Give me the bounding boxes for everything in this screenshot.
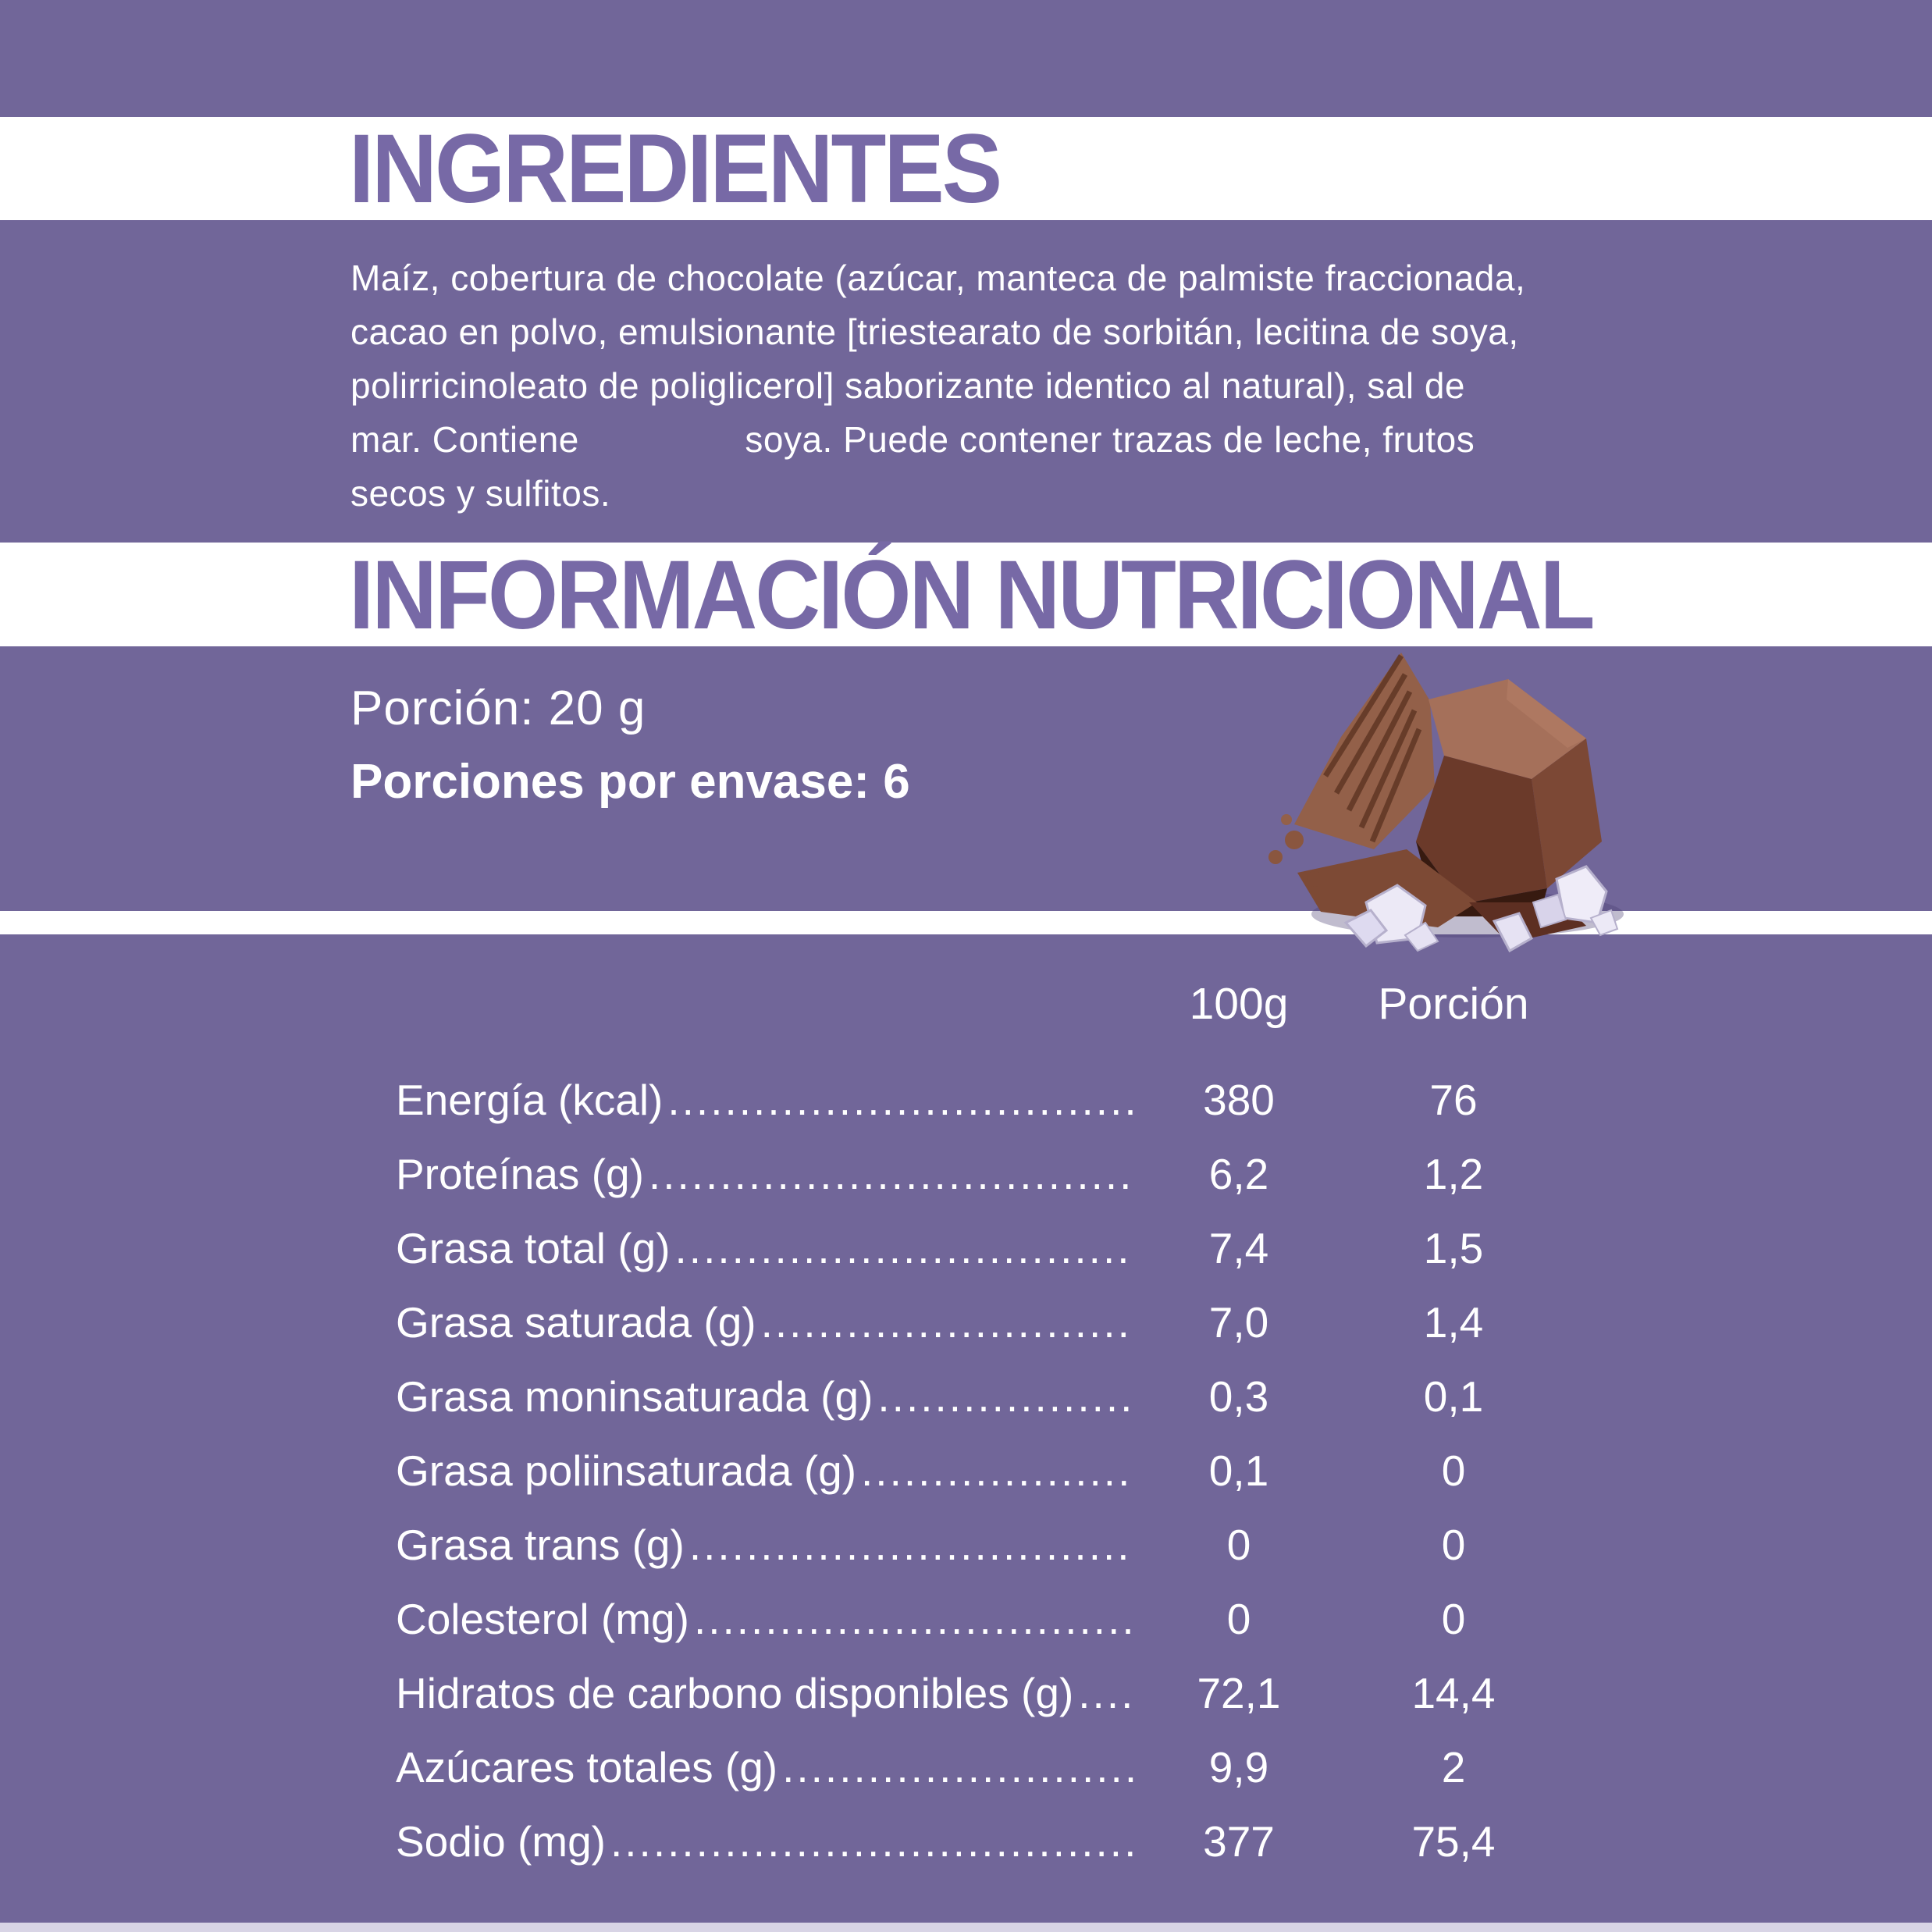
row-value-100g: 377 bbox=[1203, 1816, 1275, 1866]
row-value-100g: 0,3 bbox=[1208, 1372, 1269, 1421]
column-header-porcion: Porción bbox=[1378, 978, 1529, 1029]
row-label-cell: Grasa trans (g) ........................… bbox=[396, 1520, 1141, 1570]
table-row: Grasa moninsaturada (g) ................… bbox=[396, 1359, 1571, 1433]
table-row: Hidratos de carbono disponibles (g) ....… bbox=[396, 1656, 1571, 1730]
table-row: Grasa trans (g) ........................… bbox=[396, 1507, 1571, 1582]
row-label-cell: Grasa saturada (g) .....................… bbox=[396, 1297, 1141, 1347]
row-value-porcion: 0 bbox=[1441, 1520, 1466, 1569]
row-value-porcion: 0,1 bbox=[1423, 1372, 1484, 1421]
nutrition-table: 100g Porción Energía (kcal) ............… bbox=[396, 966, 1571, 1878]
table-header-row: 100g Porción bbox=[396, 966, 1571, 1041]
row-label: Grasa poliinsaturada (g) bbox=[396, 1446, 857, 1495]
row-label-cell: Hidratos de carbono disponibles (g) ....… bbox=[396, 1668, 1141, 1718]
dot-leader: ........................................… bbox=[688, 1520, 1133, 1569]
table-row: Energía (kcal) .........................… bbox=[396, 1062, 1571, 1137]
row-label: Azúcares totales (g) bbox=[396, 1742, 778, 1791]
chocolate-flat-piece bbox=[1297, 849, 1477, 927]
dot-leader: ........................................… bbox=[674, 1223, 1133, 1272]
row-value-100g: 0 bbox=[1226, 1594, 1251, 1643]
chocolate-chunk-side bbox=[1532, 738, 1602, 888]
table-row: Proteínas (g) ..........................… bbox=[396, 1137, 1571, 1211]
table-body: Energía (kcal) .........................… bbox=[396, 1062, 1571, 1878]
dot-leader: ........................................… bbox=[1078, 1668, 1133, 1717]
bottom-edge-strip bbox=[0, 1923, 1932, 1932]
row-value-porcion: 2 bbox=[1441, 1742, 1466, 1791]
servings-per-pack-text: Porciones por envase: 6 bbox=[350, 755, 910, 809]
table-row: Colesterol (mg) ........................… bbox=[396, 1582, 1571, 1656]
row-value-100g: 72,1 bbox=[1197, 1668, 1281, 1717]
row-label: Grasa saturada (g) bbox=[396, 1297, 756, 1347]
dot-leader: ........................................… bbox=[861, 1446, 1133, 1495]
dot-leader: ........................................… bbox=[648, 1149, 1133, 1198]
row-label: Proteínas (g) bbox=[396, 1149, 644, 1198]
ingredients-title: INGREDIENTES bbox=[349, 113, 1002, 224]
ingredients-text: Maíz, cobertura de chocolate (azúcar, ma… bbox=[350, 258, 1526, 514]
table-row: Grasa total (g) ........................… bbox=[396, 1211, 1571, 1285]
chocolate-shard bbox=[1294, 653, 1435, 849]
salt-crystal bbox=[1492, 912, 1533, 953]
chocolate-chunks-image bbox=[1268, 653, 1624, 953]
row-label-cell: Energía (kcal) .........................… bbox=[396, 1075, 1141, 1125]
row-value-porcion: 75,4 bbox=[1411, 1816, 1496, 1866]
row-label: Hidratos de carbono disponibles (g) bbox=[396, 1668, 1074, 1717]
row-value-100g: 380 bbox=[1203, 1075, 1275, 1124]
dot-leader: ........................................… bbox=[877, 1372, 1133, 1421]
dot-leader: ........................................… bbox=[782, 1742, 1133, 1791]
table-row: Sodio (mg) .............................… bbox=[396, 1804, 1571, 1878]
row-label: Energía (kcal) bbox=[396, 1075, 664, 1124]
row-value-100g: 0,1 bbox=[1208, 1446, 1269, 1495]
row-value-100g: 9,9 bbox=[1208, 1742, 1269, 1791]
row-label-cell: Colesterol (mg) ........................… bbox=[396, 1594, 1141, 1644]
row-value-porcion: 0 bbox=[1441, 1594, 1466, 1643]
row-value-100g: 6,2 bbox=[1208, 1149, 1269, 1198]
row-value-porcion: 1,4 bbox=[1423, 1297, 1484, 1347]
row-label: Sodio (mg) bbox=[396, 1816, 606, 1866]
nutrition-title-band: INFORMACIÓN NUTRICIONAL bbox=[0, 539, 1932, 649]
chocolate-chunk-top bbox=[1429, 679, 1586, 779]
row-label-cell: Azúcares totales (g) ...................… bbox=[396, 1742, 1141, 1792]
row-value-porcion: 1,2 bbox=[1423, 1149, 1484, 1198]
salt-crystal bbox=[1589, 909, 1619, 937]
salt-crystal bbox=[1343, 909, 1389, 948]
salt-crystal bbox=[1532, 893, 1567, 929]
row-value-100g: 0 bbox=[1226, 1520, 1251, 1569]
row-value-100g: 7,4 bbox=[1208, 1223, 1269, 1272]
dot-leader: ........................................… bbox=[693, 1594, 1133, 1643]
row-value-porcion: 76 bbox=[1429, 1075, 1478, 1124]
row-label-cell: Sodio (mg) .............................… bbox=[396, 1816, 1141, 1866]
row-label-cell: Grasa moninsaturada (g) ................… bbox=[396, 1372, 1141, 1421]
column-header-100g: 100g bbox=[1189, 978, 1289, 1029]
serving-size-text: Porción: 20 g bbox=[350, 681, 646, 735]
row-value-porcion: 14,4 bbox=[1411, 1668, 1496, 1717]
row-label: Grasa moninsaturada (g) bbox=[396, 1372, 873, 1421]
dot-leader: ........................................… bbox=[610, 1816, 1133, 1866]
row-value-porcion: 1,5 bbox=[1423, 1223, 1484, 1272]
row-label: Grasa total (g) bbox=[396, 1223, 671, 1272]
salt-crystal bbox=[1404, 921, 1439, 952]
dot-leader: ........................................… bbox=[667, 1075, 1133, 1124]
row-value-porcion: 0 bbox=[1441, 1446, 1466, 1495]
dot-leader: ........................................… bbox=[760, 1297, 1133, 1347]
row-label: Grasa trans (g) bbox=[396, 1520, 685, 1569]
chocolate-chunk-front bbox=[1416, 756, 1547, 904]
row-label: Colesterol (mg) bbox=[396, 1594, 689, 1643]
nutrition-title: INFORMACIÓN NUTRICIONAL bbox=[349, 539, 1596, 649]
row-label-cell: Proteínas (g) ..........................… bbox=[396, 1149, 1141, 1199]
row-label-cell: Grasa poliinsaturada (g) ...............… bbox=[396, 1446, 1141, 1496]
ingredients-title-band: INGREDIENTES bbox=[0, 114, 1932, 223]
row-value-100g: 7,0 bbox=[1208, 1297, 1269, 1347]
table-row: Grasa saturada (g) .....................… bbox=[396, 1285, 1571, 1359]
table-row: Azúcares totales (g) ...................… bbox=[396, 1730, 1571, 1804]
table-row: Grasa poliinsaturada (g) ...............… bbox=[396, 1433, 1571, 1507]
row-label-cell: Grasa total (g) ........................… bbox=[396, 1223, 1141, 1273]
